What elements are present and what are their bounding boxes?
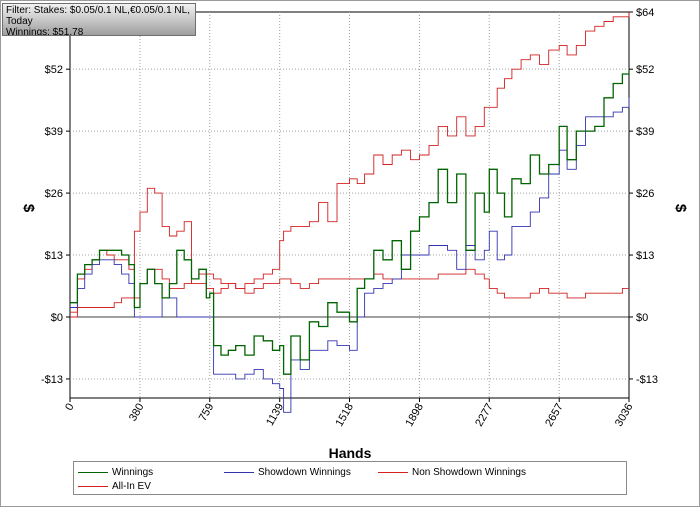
legend-swatch-showdown xyxy=(224,471,254,473)
winnings-text: Winnings: $51.78 xyxy=(6,27,84,36)
y-axis-right: -$13 $0 $13 $26 $39 $52 $64 xyxy=(629,7,658,386)
legend-label-all-in-ev: All-In EV xyxy=(112,480,151,492)
x-tick-label: 1898 xyxy=(403,402,426,429)
legend-swatch-non-showdown xyxy=(378,471,408,473)
y-axis-title-left: $ xyxy=(20,204,37,213)
legend-swatch-all-in-ev xyxy=(78,485,108,487)
y-tick-label: $64 xyxy=(636,7,654,19)
y-tick-label: $26 xyxy=(45,188,63,200)
y-tick-label: $13 xyxy=(636,250,654,262)
x-tick-label: 759 xyxy=(197,402,217,424)
y-tick-label: -$13 xyxy=(41,374,63,386)
chart-legend: Winnings Showdown Winnings Non Showdown … xyxy=(73,461,627,495)
y-tick-label: -$13 xyxy=(636,374,658,386)
legend-swatch-winnings xyxy=(78,471,108,473)
series-lines xyxy=(70,12,630,413)
x-tick-label: 380 xyxy=(127,402,147,424)
y-tick-label: $0 xyxy=(51,312,63,324)
legend-item-winnings: Winnings xyxy=(78,465,153,479)
x-tick-label: 2657 xyxy=(543,402,566,429)
filter-text: Filter: Stakes: $0.05/0.1 NL,€0.05/0.1 N… xyxy=(6,5,190,16)
legend-item-showdown: Showdown Winnings xyxy=(224,465,351,479)
x-axis: 0 380 759 1139 1518 1898 2277 2657 3036 xyxy=(63,398,636,429)
y-axis-left: -$13$0$13$26$39$52$64 xyxy=(41,7,70,386)
legend-label-non-showdown: Non Showdown Winnings xyxy=(412,466,526,478)
x-tick-label: 0 xyxy=(63,402,76,413)
x-tick-label: 1139 xyxy=(264,402,286,428)
x-tick-label: 3036 xyxy=(613,402,636,429)
y-tick-label: $39 xyxy=(45,126,63,138)
legend-label-showdown: Showdown Winnings xyxy=(258,466,351,478)
winnings-line xyxy=(70,70,630,375)
legend-label-winnings: Winnings xyxy=(112,466,154,478)
y-tick-label: $39 xyxy=(636,126,654,138)
x-tick-label: 1518 xyxy=(333,402,356,429)
y-tick-label: $26 xyxy=(636,188,654,200)
x-axis-title: Hands xyxy=(329,445,372,461)
y-tick-label: $0 xyxy=(636,312,648,324)
grid-lines xyxy=(70,12,629,398)
legend-item-all-in-ev: All-In EV xyxy=(78,479,151,493)
period-text: Today xyxy=(6,16,33,27)
legend-item-non-showdown: Non Showdown Winnings xyxy=(378,465,526,479)
y-tick-label: $13 xyxy=(45,250,63,262)
non-showdown-winnings-line xyxy=(70,268,629,313)
y-axis-title-right: $ xyxy=(672,204,689,213)
y-tick-label: $52 xyxy=(45,64,63,76)
y-tick-label: $52 xyxy=(636,64,654,76)
filter-info-box: Filter: Stakes: $0.05/0.1 NL,€0.05/0.1 N… xyxy=(2,3,196,36)
showdown-winnings-line xyxy=(70,97,630,413)
all-in-ev-line xyxy=(70,12,630,318)
x-tick-label: 2277 xyxy=(473,402,496,429)
